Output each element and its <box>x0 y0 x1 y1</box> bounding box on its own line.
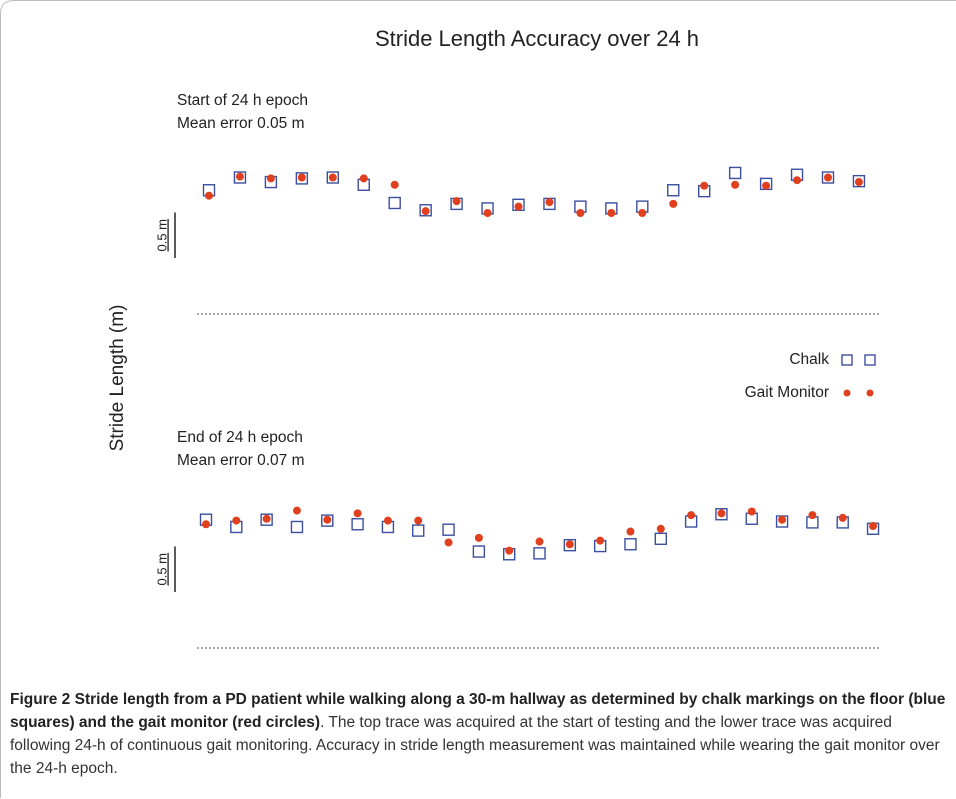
circle-marker <box>731 180 740 189</box>
legend-label: Gait Monitor <box>745 384 829 401</box>
circle-marker <box>545 198 554 207</box>
square-marker <box>624 538 637 551</box>
circle-marker <box>869 522 878 531</box>
circle-marker <box>323 515 332 524</box>
circle-marker <box>700 181 709 190</box>
circle-marker <box>778 515 787 524</box>
circle-marker <box>328 173 337 182</box>
circle-marker <box>576 208 585 217</box>
square-marker <box>667 184 680 197</box>
square-marker <box>472 545 486 558</box>
scale-bar-label: 0.5 m <box>154 553 169 586</box>
circle-marker <box>383 516 392 525</box>
scale-bar-label: 0.5 m <box>154 219 169 252</box>
circle-marker <box>656 524 665 533</box>
caption: Figure 2 Stride length from a PD patient… <box>10 688 948 780</box>
square-marker <box>233 171 247 184</box>
circle-marker <box>838 513 847 522</box>
chart-title: Stride Length Accuracy over 24 h <box>375 26 699 51</box>
square-marker <box>715 508 728 521</box>
legend-label: Chalk <box>789 351 829 368</box>
square-marker <box>412 524 425 537</box>
square-marker <box>442 523 455 536</box>
square-marker <box>351 518 364 531</box>
square-marker <box>388 196 401 210</box>
circle-marker <box>232 516 241 525</box>
legend-marker <box>864 354 876 366</box>
circle-marker <box>638 208 647 217</box>
square-marker <box>321 514 334 527</box>
circle-marker <box>565 540 574 549</box>
caption-text: . The top trace was acquired at the star… <box>10 714 940 777</box>
circle-marker <box>535 537 544 546</box>
square-marker <box>654 532 667 545</box>
legend-marker <box>866 389 874 397</box>
circle-marker <box>808 511 817 520</box>
legend-marker <box>841 354 853 366</box>
circle-marker <box>596 536 605 545</box>
caption-bold: Stride length from a PD patient while wa… <box>10 691 946 731</box>
square-marker <box>260 513 273 526</box>
circle-marker <box>483 208 492 217</box>
square-marker <box>419 204 432 217</box>
square-marker <box>821 171 835 184</box>
circle-marker <box>854 178 863 187</box>
square-marker <box>728 166 742 180</box>
circle-marker <box>205 191 213 200</box>
circle-marker <box>444 538 453 547</box>
circle-marker <box>762 181 771 190</box>
circle-marker <box>452 197 461 206</box>
circle-marker <box>669 199 678 208</box>
square-marker <box>326 171 339 184</box>
square-marker <box>563 538 577 552</box>
circle-marker <box>474 533 483 542</box>
circle-marker <box>297 173 306 182</box>
circle-marker <box>747 507 756 516</box>
circle-marker <box>353 509 362 518</box>
circle-marker <box>824 173 832 182</box>
square-marker <box>852 174 866 188</box>
circle-marker <box>390 180 399 189</box>
circle-marker <box>262 514 271 523</box>
circle-marker <box>266 174 275 183</box>
circle-marker <box>414 516 423 525</box>
circle-marker <box>687 511 696 520</box>
circle-marker <box>793 176 802 185</box>
circle-marker <box>292 506 301 515</box>
circle-marker <box>514 202 523 211</box>
annotation: Start of 24 h epoch <box>177 92 308 109</box>
circle-marker <box>235 172 244 181</box>
circle-marker <box>626 527 635 536</box>
square-marker <box>295 172 309 185</box>
annotation: Mean error 0.07 m <box>177 452 305 469</box>
circle-marker <box>202 520 210 529</box>
annotation: End of 24 h epoch <box>177 429 303 446</box>
circle-marker <box>421 207 430 216</box>
circle-marker <box>505 546 514 555</box>
annotation: Mean error 0.05 m <box>177 115 305 132</box>
caption-label: Figure 2 <box>10 691 71 708</box>
legend-marker <box>843 389 851 397</box>
square-marker <box>290 520 304 534</box>
y-axis-label: Stride Length (m) <box>107 305 128 452</box>
circle-marker <box>717 509 726 518</box>
square-marker <box>533 547 546 560</box>
circle-marker <box>359 174 368 183</box>
circle-marker <box>607 208 616 217</box>
